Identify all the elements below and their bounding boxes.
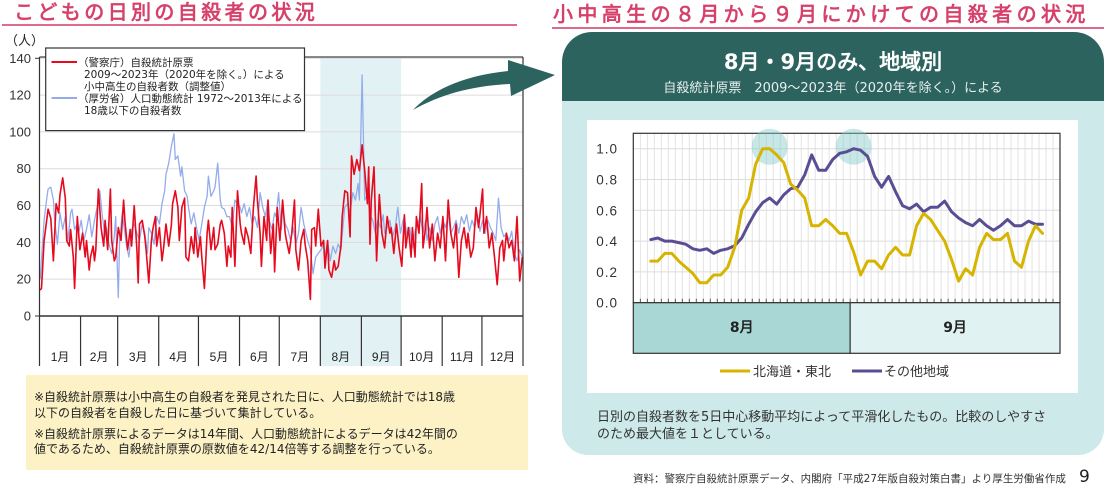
y-tick-label: 0.4 [596,234,618,249]
month-label: 1月 [51,350,70,364]
y-tick-label: 100 [9,124,31,139]
series-line-mhlw-vital-stats [39,74,523,299]
month-label: 2月 [90,350,109,364]
month-band-group [632,302,1061,354]
month-label: 7月 [290,350,309,364]
tick-label-group: 0 20 40 60 80 100 120 140 1月 2月 3月 4月 5月 6月 7月 8月 9月 10月 1… [9,51,515,364]
month-label: 11月 [450,350,474,364]
flow-arrow-icon [413,60,555,110]
month-label: 5月 [210,350,229,364]
page-number: 9 [1079,467,1090,487]
y-tick-label: 0.8 [596,173,618,188]
chart-legend: （警察庁）自殺統計原票 2009～2023年（2020年を除く。）による 小中高… [45,47,306,132]
notes-box: ※自殺統計原票は小中高生の自殺者を発見された日に、人口動態統計では18歳 以下の… [26,375,528,470]
y-tick-label: 0 [24,309,31,324]
chart-legend: 北海道・東北 その他地域 [720,364,949,380]
legend-text: 18歳以下の自殺者数 [84,104,182,117]
legend-text: （厚労省）人口動態統計 1972～2013年による [78,92,302,105]
highlight-band-9 [361,57,402,366]
month-label: 12月 [490,350,515,364]
legend-label-hokkaido-tohoku: 北海道・東北 [753,364,831,380]
month-label: 8月 [332,350,351,364]
month-band-august [632,302,851,354]
panel-note-line: のため最大値を１としている。 [597,427,779,442]
y-tick-label: 80 [17,161,31,176]
y-tick-label: 140 [9,51,31,66]
month-band-label: 9月 [943,320,967,336]
series-line-other-regions [649,147,1044,255]
panel-title: 8月・9月のみ、地域別 [723,50,943,74]
note-line: 値であるため、自殺統計原票の原数値を42/14倍等する調整を行っている。 [34,442,440,456]
title-underline-left [2,24,517,26]
y-axis-unit-label: （人） [5,34,44,49]
y-tick-label: 20 [17,272,31,287]
legend-text: 2009～2023年（2020年を除く。）による [84,68,285,81]
legend-label-other-regions: その他地域 [884,365,949,380]
series-line-hokkaido-tohoku [649,147,1044,285]
legend-text: 小中高生の自殺者数（調整値） [84,80,231,93]
panel-header [562,32,1104,101]
legend-box [45,47,306,132]
month-label: 3月 [129,350,148,364]
highlight-band-8 [320,57,362,366]
y-tick-label: 1.0 [596,142,618,157]
note-line: ※自殺統計原票は小中高生の自殺者を発見された日に、人口動態統計では18歳 [34,390,455,404]
note-line: 以下の自殺者を自殺した日に基づいて集計している。 [34,406,322,420]
note-line: ※自殺統計原票によるデータは14年間、人口動態統計によるデータは42年間の [34,427,458,441]
source-citation: 資料：警察庁自殺統計原票データ、内閣府「平成27年版自殺対策白書」より厚生労働省… [633,473,1066,485]
y-tick-label: 60 [17,198,31,213]
section-title-daily-suicides: こどもの日別の自殺者の状況 [14,0,319,24]
y-tick-label: 40 [17,235,31,250]
y-tick-label: 0.0 [596,296,618,311]
series-line-police-adjusted [39,144,524,301]
gridline-group [632,132,1061,304]
month-label: 6月 [250,350,269,364]
highlight-band-group [320,57,402,366]
panel-note-line: 日別の自殺者数を5日中心移動平均によって平滑化したもの。比較のしやすさ [597,410,1047,425]
axis-group [35,56,524,366]
month-band-label: 8月 [730,320,754,336]
panel-subtitle: 自殺統計原票 2009～2023年（2020年を除く。）による [663,81,1003,96]
y-tick-label: 120 [9,88,31,103]
series-group [649,147,1044,285]
peak-highlight-circle [835,128,872,165]
tick-label-group: 0.0 0.2 0.4 0.6 0.8 1.0 8月 9月 [596,142,967,336]
month-band-september [849,302,1061,354]
month-label: 9月 [372,350,391,364]
y-tick-label: 0.2 [596,265,618,280]
month-label: 10月 [409,350,434,364]
title-underline-right [552,27,1104,29]
legend-text: （警察庁）自殺統計原票 [78,56,194,69]
y-tick-label: 0.6 [596,203,618,218]
section-title-aug-sep: 小中高生の８月から９月にかけての自殺者の状況 [553,2,1090,26]
month-label: 4月 [169,350,188,364]
daily-suicide-line-chart: 0 20 40 60 80 100 120 140 1月 2月 3月 4月 5月 6月 7月 8月 9月 10月 1… [5,34,524,366]
series-group [39,74,524,301]
